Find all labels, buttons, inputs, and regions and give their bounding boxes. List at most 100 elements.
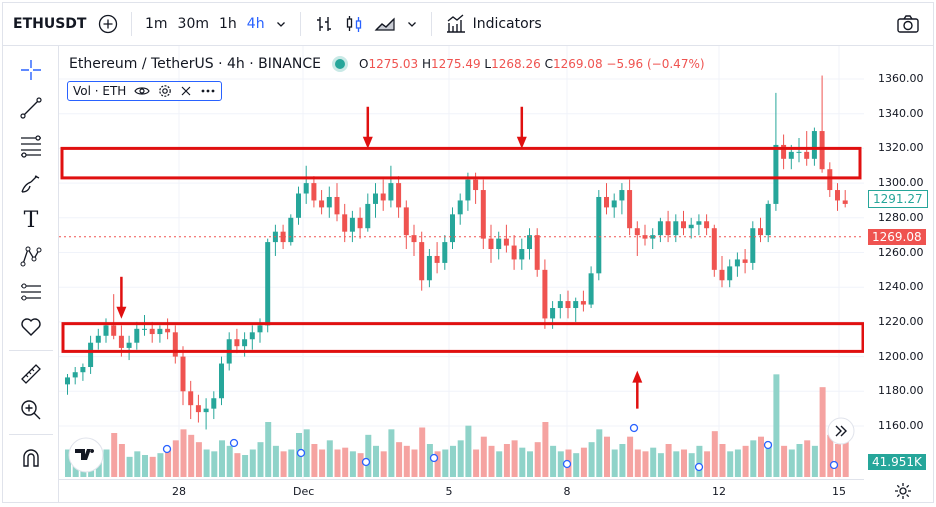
visibility-eye-icon[interactable] xyxy=(134,85,151,97)
candle-body xyxy=(619,190,625,201)
volume-bar xyxy=(588,442,595,477)
chart-pane[interactable]: Ethereum / TetherUS · 4h · BINANCE O1275… xyxy=(59,46,865,479)
favorites-heart-icon[interactable] xyxy=(17,312,45,340)
candles-style-icon[interactable] xyxy=(339,14,369,34)
candlestick-chart[interactable] xyxy=(59,46,865,479)
price-tick-label: 1320.00 xyxy=(878,141,924,155)
candle-body xyxy=(419,242,425,281)
event-marker xyxy=(829,460,839,470)
pattern-tool-icon[interactable] xyxy=(17,242,45,270)
trend-line-icon[interactable] xyxy=(17,94,45,122)
volume-indicator-legend[interactable]: Vol · ETH xyxy=(67,81,223,101)
tradingview-logo xyxy=(68,437,104,473)
time-tick-label: 15 xyxy=(832,485,846,498)
candle-body xyxy=(527,235,532,250)
candle-body xyxy=(734,259,740,267)
volume-bar xyxy=(203,449,210,477)
volume-indicator-label: Vol · ETH xyxy=(73,84,127,98)
volume-bar xyxy=(411,449,418,477)
settings-gear-icon[interactable] xyxy=(158,84,172,98)
interval-dropdown-chevron-icon[interactable] xyxy=(270,18,292,30)
volume-bar xyxy=(242,455,249,477)
last-price-label: 1269.08 xyxy=(868,228,926,245)
compare-add-icon[interactable] xyxy=(93,14,123,34)
volume-bar xyxy=(519,447,526,477)
brush-icon[interactable] xyxy=(17,170,45,198)
candle-body xyxy=(365,203,371,229)
interval-4h[interactable]: 4h xyxy=(246,16,265,32)
volume-bar xyxy=(188,434,195,477)
event-marker xyxy=(629,423,639,433)
volume-bar xyxy=(126,456,133,477)
volume-bar xyxy=(195,442,202,477)
price-tick-label: 1280.00 xyxy=(878,210,924,224)
volume-bar xyxy=(450,445,456,477)
symbol-name[interactable]: ETHUSDT xyxy=(13,16,87,32)
resistance-zone-box xyxy=(60,146,862,180)
axis-settings-gear-icon[interactable] xyxy=(893,481,913,501)
fib-retracement-icon[interactable] xyxy=(17,132,45,160)
candle-body xyxy=(450,214,455,243)
bars-style-icon[interactable] xyxy=(309,14,339,34)
candle-body xyxy=(811,131,817,159)
low-value: 1268.26 xyxy=(491,57,541,71)
price-axis[interactable]: 1360.00 1340.00 1320.00 1300.00 1280.00 1260.… xyxy=(864,46,933,479)
annotation-arrow-head xyxy=(632,370,643,383)
interval-1m[interactable]: 1m xyxy=(145,16,168,32)
candle-body xyxy=(773,144,779,204)
screenshot-camera-icon[interactable] xyxy=(891,14,925,34)
volume-bar xyxy=(765,442,772,477)
volume-bar xyxy=(819,387,826,477)
interval-1h[interactable]: 1h xyxy=(219,16,237,32)
candle-body xyxy=(727,266,733,281)
candle-body xyxy=(103,325,109,336)
volume-bar xyxy=(627,436,634,477)
candle-body xyxy=(488,238,494,250)
volume-bar xyxy=(257,442,264,477)
candle-body xyxy=(257,325,263,333)
volume-bar xyxy=(534,442,541,477)
time-axis[interactable]: 28 Dec 5 8 12 15 xyxy=(59,479,864,502)
volume-bar xyxy=(580,447,587,477)
candle-body xyxy=(342,214,348,232)
text-tool-icon[interactable]: T xyxy=(23,207,39,233)
volume-bar xyxy=(827,434,834,477)
scroll-to-realtime-button[interactable] xyxy=(827,417,855,445)
prediction-tool-icon[interactable] xyxy=(17,278,45,306)
candle-body xyxy=(426,255,432,281)
candle-body xyxy=(442,242,448,263)
price-tick-label: 1260.00 xyxy=(878,245,924,259)
volume-bar xyxy=(842,440,849,477)
candle-body xyxy=(403,207,409,236)
candle-body xyxy=(288,217,294,243)
candle-body xyxy=(434,255,440,263)
candle-body xyxy=(195,405,201,413)
interval-30m[interactable]: 30m xyxy=(177,16,209,32)
volume-bar xyxy=(234,453,241,477)
volume-value-label: 41.951K xyxy=(868,454,926,470)
crosshair-icon[interactable] xyxy=(17,56,45,84)
candle-body xyxy=(627,190,633,229)
more-options-icon[interactable] xyxy=(200,88,216,94)
candle-body xyxy=(827,169,833,191)
volume-bar xyxy=(388,429,395,477)
volume-bar xyxy=(303,429,310,477)
candle-body xyxy=(111,325,117,336)
remove-close-icon[interactable] xyxy=(180,85,192,97)
ruler-measure-icon[interactable] xyxy=(17,360,45,388)
volume-bar xyxy=(349,451,356,477)
volume-bar xyxy=(550,445,557,477)
magnet-icon[interactable] xyxy=(17,444,45,472)
candle-body xyxy=(296,193,301,218)
zoom-in-icon[interactable] xyxy=(17,396,45,424)
toolbar-divider xyxy=(299,12,301,36)
candle-body xyxy=(149,328,155,335)
volume-bar xyxy=(165,449,172,477)
indicators-button[interactable]: Indicators xyxy=(440,14,547,34)
volume-bar xyxy=(604,436,610,477)
chart-type-chevron-icon[interactable] xyxy=(401,18,423,30)
candle-body xyxy=(565,301,571,309)
area-style-icon[interactable] xyxy=(369,14,401,34)
volume-bar xyxy=(272,445,279,477)
event-marker xyxy=(296,448,306,458)
